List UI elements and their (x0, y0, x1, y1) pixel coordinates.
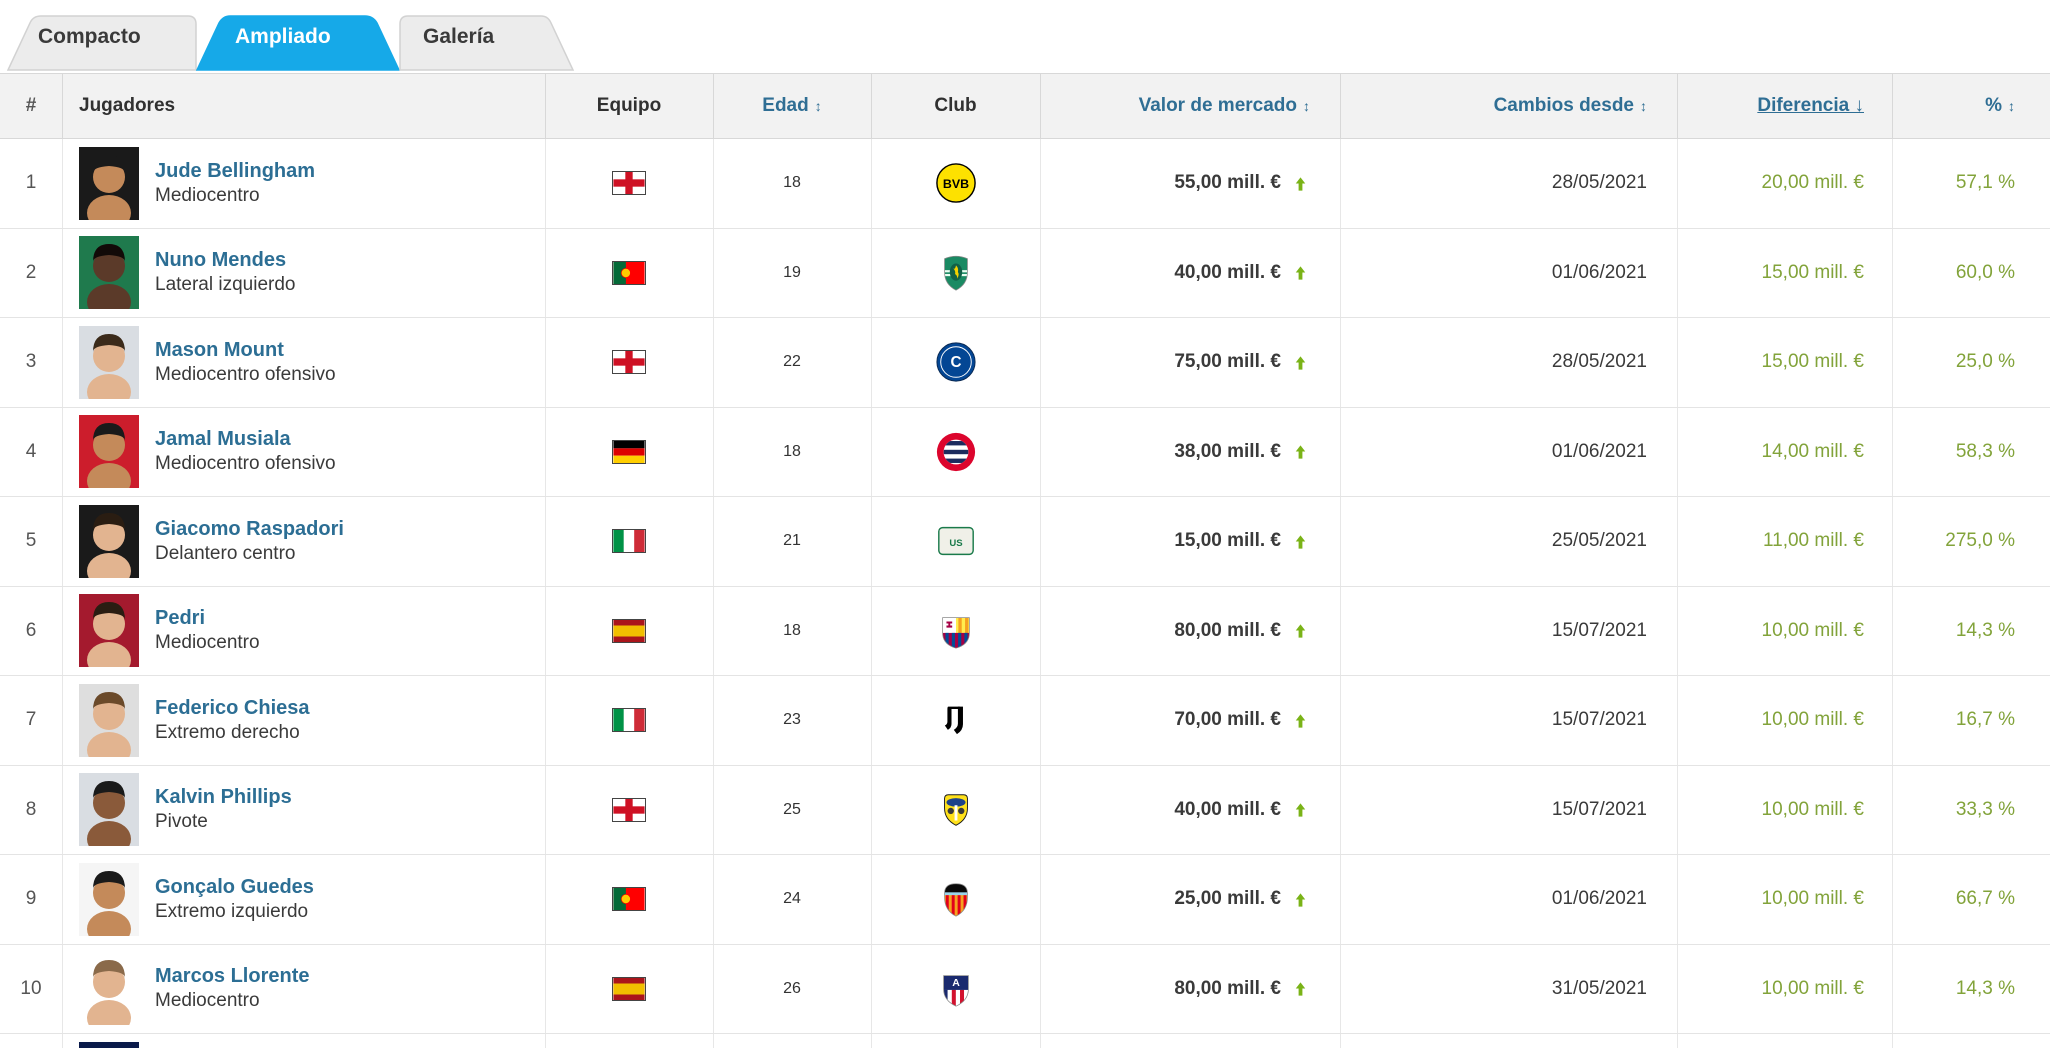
svg-text:US: US (949, 538, 962, 549)
svg-text:A: A (952, 977, 960, 989)
svg-text:C: C (950, 354, 961, 371)
svg-text:BVB: BVB (942, 177, 968, 191)
